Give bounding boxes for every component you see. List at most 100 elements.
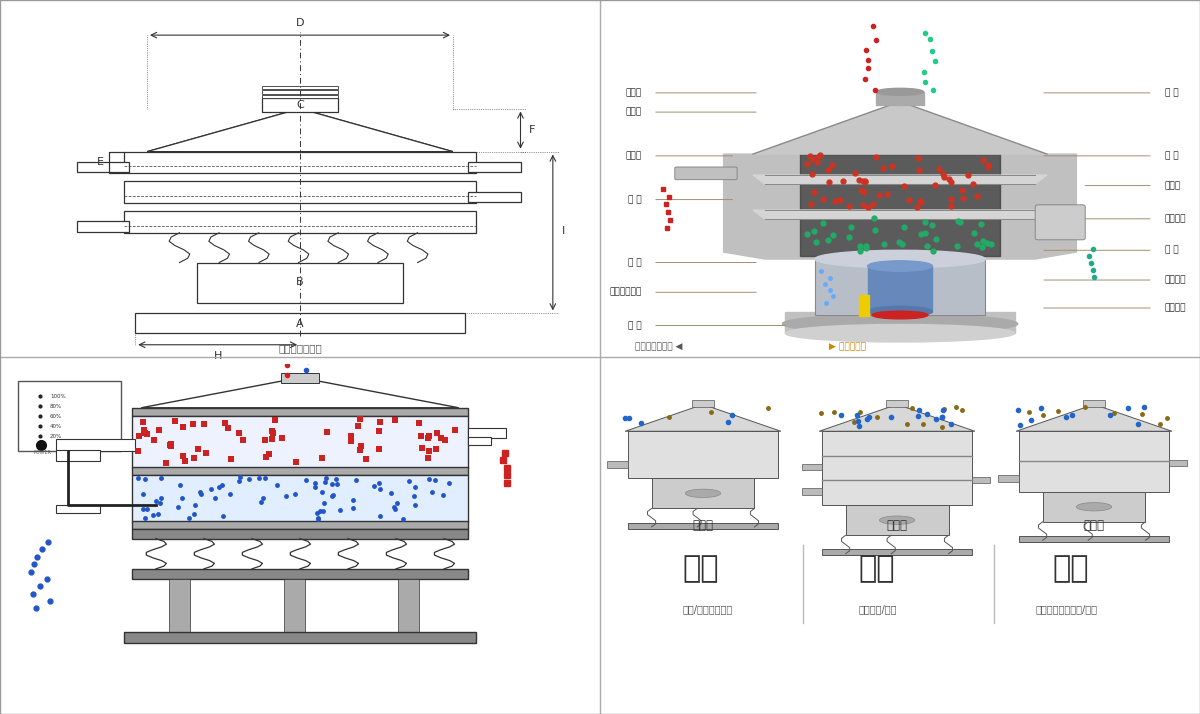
- Bar: [124, 632, 476, 643]
- Text: 上部重锤: 上部重锤: [1164, 214, 1186, 223]
- Text: 加重块: 加重块: [1164, 181, 1181, 190]
- Bar: [136, 313, 464, 333]
- Text: 束 环: 束 环: [628, 195, 641, 204]
- Bar: [132, 521, 468, 528]
- Bar: [56, 439, 136, 451]
- Bar: [169, 579, 190, 633]
- Text: POWER: POWER: [34, 450, 52, 455]
- Text: 颗粒/粉末准确分级: 颗粒/粉末准确分级: [683, 604, 733, 614]
- Bar: [468, 191, 521, 202]
- Ellipse shape: [782, 314, 1018, 333]
- Bar: [972, 477, 990, 483]
- Bar: [77, 221, 130, 232]
- Text: 去除异物/结块: 去除异物/结块: [859, 604, 898, 614]
- Bar: [132, 416, 468, 468]
- Bar: [262, 90, 338, 94]
- Polygon shape: [625, 404, 781, 431]
- Text: 40%: 40%: [50, 423, 62, 428]
- Polygon shape: [148, 109, 452, 151]
- Bar: [1084, 401, 1105, 407]
- Bar: [262, 94, 338, 98]
- Ellipse shape: [1076, 503, 1111, 511]
- Bar: [132, 475, 468, 522]
- Bar: [262, 86, 338, 89]
- Text: E: E: [96, 157, 103, 167]
- Bar: [887, 401, 907, 407]
- Text: 外形尺寸示意图: 外形尺寸示意图: [278, 343, 322, 353]
- Bar: [998, 475, 1019, 481]
- Bar: [124, 181, 476, 203]
- Text: 双层式: 双层式: [1084, 518, 1104, 532]
- Text: F: F: [529, 125, 535, 135]
- Bar: [628, 523, 778, 528]
- Bar: [1019, 536, 1169, 542]
- Text: 防尘盖: 防尘盖: [625, 108, 641, 116]
- Bar: [124, 151, 476, 174]
- Bar: [802, 488, 822, 495]
- Text: 运输固定螺栓: 运输固定螺栓: [610, 288, 641, 297]
- Bar: [1019, 431, 1169, 492]
- FancyBboxPatch shape: [1036, 205, 1085, 240]
- Bar: [822, 431, 972, 505]
- Text: A: A: [296, 318, 304, 328]
- Text: 过滤: 过滤: [859, 554, 895, 583]
- Bar: [468, 162, 521, 172]
- Bar: [652, 478, 755, 508]
- Bar: [859, 295, 870, 316]
- Bar: [607, 461, 628, 468]
- FancyBboxPatch shape: [674, 167, 737, 180]
- Bar: [815, 259, 985, 315]
- Bar: [876, 92, 924, 105]
- Ellipse shape: [815, 251, 985, 268]
- Ellipse shape: [872, 311, 928, 319]
- Text: 80%: 80%: [50, 403, 62, 408]
- Polygon shape: [724, 154, 1076, 259]
- Bar: [468, 428, 506, 438]
- Bar: [868, 266, 932, 311]
- Bar: [132, 528, 468, 538]
- Bar: [283, 579, 305, 633]
- Text: 去除液体中的颗粒/异物: 去除液体中的颗粒/异物: [1036, 604, 1097, 614]
- Ellipse shape: [876, 89, 924, 95]
- Text: 筛 盘: 筛 盘: [1164, 246, 1178, 255]
- Polygon shape: [148, 109, 452, 151]
- Polygon shape: [754, 210, 1046, 218]
- Polygon shape: [754, 101, 1046, 154]
- Polygon shape: [820, 404, 974, 431]
- Text: 下部重锤: 下部重锤: [1164, 303, 1186, 313]
- Bar: [846, 505, 948, 536]
- Text: 除杂: 除杂: [1052, 554, 1090, 583]
- Bar: [77, 162, 130, 172]
- Bar: [692, 401, 714, 407]
- Text: 三层式: 三层式: [887, 518, 907, 532]
- Bar: [84, 443, 98, 448]
- Text: 筛 网: 筛 网: [1164, 89, 1178, 97]
- Text: 进料口: 进料口: [625, 89, 641, 97]
- Bar: [468, 437, 491, 446]
- Text: 机 座: 机 座: [628, 321, 641, 330]
- Text: H: H: [214, 351, 222, 361]
- Bar: [1043, 492, 1146, 522]
- Text: I: I: [562, 226, 565, 236]
- Bar: [132, 408, 468, 416]
- Text: D: D: [295, 18, 305, 28]
- Bar: [1169, 461, 1187, 466]
- Text: 网 架: 网 架: [1164, 151, 1178, 161]
- Text: 分级: 分级: [683, 554, 719, 583]
- Polygon shape: [800, 154, 1000, 256]
- Bar: [785, 312, 1015, 333]
- Bar: [132, 467, 468, 475]
- Bar: [65, 443, 79, 448]
- Bar: [56, 505, 100, 513]
- Bar: [132, 569, 468, 579]
- Bar: [262, 98, 338, 112]
- Text: 出料口: 出料口: [625, 151, 641, 161]
- Text: 外形尺寸示意图 ◀: 外形尺寸示意图 ◀: [636, 343, 683, 352]
- Text: 弹 簧: 弹 簧: [628, 258, 641, 267]
- Bar: [628, 431, 778, 478]
- Bar: [281, 373, 319, 383]
- Ellipse shape: [685, 489, 721, 498]
- Bar: [124, 211, 476, 233]
- Bar: [802, 463, 822, 471]
- Polygon shape: [754, 175, 1046, 183]
